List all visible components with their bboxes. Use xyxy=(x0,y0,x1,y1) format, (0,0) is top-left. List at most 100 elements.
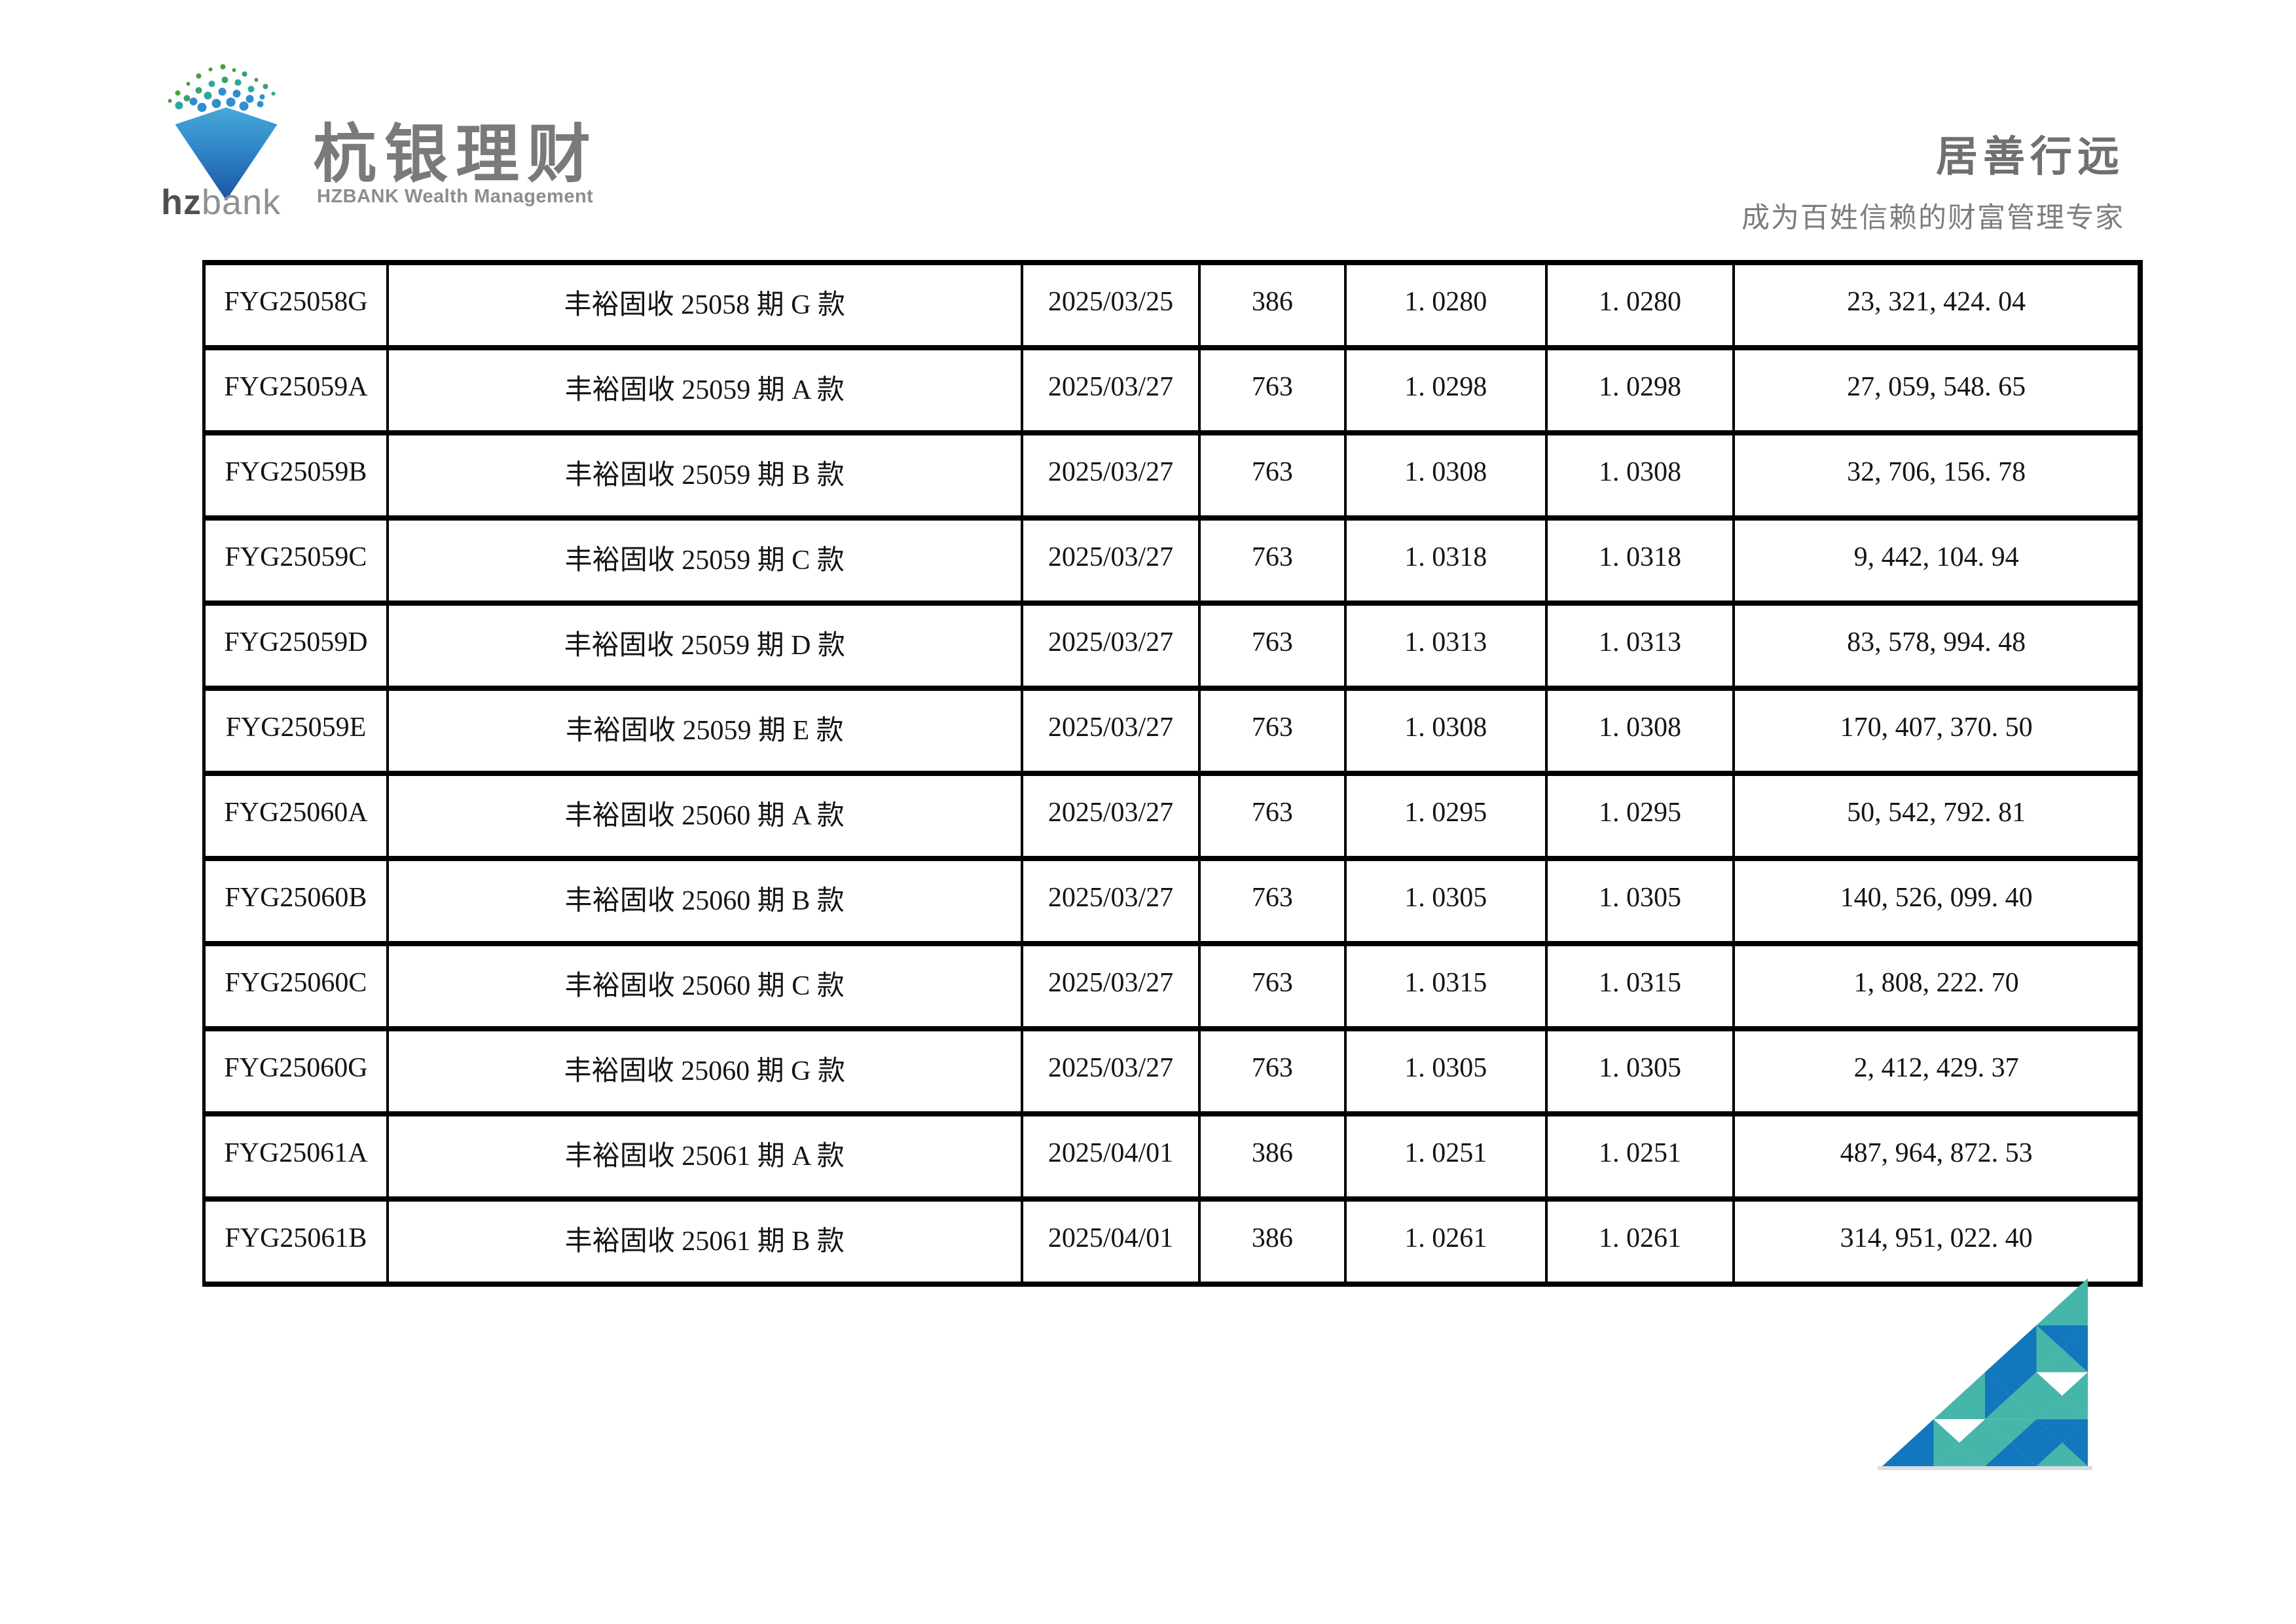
cell-cum-net-value: 1. 0298 xyxy=(1546,348,1736,435)
cell-cum-net-value: 1. 0280 xyxy=(1546,263,1736,350)
fund-table-body: FYG25058G 丰裕固收 25058 期 G 款 2025/03/25 38… xyxy=(204,263,2140,1284)
cell-fund-code: FYG25059C xyxy=(204,518,389,606)
brand-name-en: HZBANK Wealth Management xyxy=(317,186,594,207)
cell-days: 763 xyxy=(1199,433,1347,521)
cell-date: 2025/03/27 xyxy=(1021,348,1201,435)
table-row: FYG25059C 丰裕固收 25059 期 C 款 2025/03/27 76… xyxy=(204,518,2140,606)
cell-fund-name: 丰裕固收 25061 期 B 款 xyxy=(387,1199,1023,1284)
cell-days: 386 xyxy=(1199,1199,1347,1284)
cell-days: 763 xyxy=(1199,348,1347,435)
cell-cum-net-value: 1. 0315 xyxy=(1546,944,1736,1031)
cell-net-value: 1. 0305 xyxy=(1345,858,1548,946)
cell-fund-code: FYG25061B xyxy=(204,1199,389,1284)
cell-fund-name: 丰裕固收 25059 期 C 款 xyxy=(387,518,1023,606)
slogan-title: 居善行远 xyxy=(1936,133,2124,180)
cell-amount: 27, 059, 548. 65 xyxy=(1734,348,2140,435)
cell-date: 2025/03/27 xyxy=(1021,1029,1201,1116)
cell-date: 2025/03/27 xyxy=(1021,688,1201,776)
cell-days: 763 xyxy=(1199,1029,1347,1116)
cell-fund-code: FYG25059D xyxy=(204,603,389,691)
triangle-mosaic-icon xyxy=(1882,1278,2088,1466)
cell-fund-code: FYG25059E xyxy=(204,688,389,776)
cell-amount: 50, 542, 792. 81 xyxy=(1734,773,2140,861)
cell-fund-name: 丰裕固收 25060 期 B 款 xyxy=(387,858,1023,946)
cell-net-value: 1. 0305 xyxy=(1345,1029,1548,1116)
header-slogan: 居善行远 成为百姓信赖的财富管理专家 xyxy=(1741,123,2124,236)
mosaic-baseline-divider xyxy=(1878,1466,2092,1470)
cell-fund-name: 丰裕固收 25060 期 C 款 xyxy=(387,944,1023,1031)
cell-date: 2025/03/27 xyxy=(1021,944,1201,1031)
cell-fund-name: 丰裕固收 25061 期 A 款 xyxy=(387,1114,1023,1202)
table-row: FYG25059A 丰裕固收 25059 期 A 款 2025/03/27 76… xyxy=(204,348,2140,435)
cell-fund-name: 丰裕固收 25059 期 B 款 xyxy=(387,433,1023,521)
cell-cum-net-value: 1. 0251 xyxy=(1546,1114,1736,1202)
cell-amount: 314, 951, 022. 40 xyxy=(1840,1223,2033,1253)
table-row: FYG25058G 丰裕固收 25058 期 G 款 2025/03/25 38… xyxy=(204,263,2140,350)
cell-cum-net-value: 1. 0295 xyxy=(1546,773,1736,861)
cell-net-value: 1. 0298 xyxy=(1345,348,1548,435)
cell-fund-name: 丰裕固收 25060 期 A 款 xyxy=(387,773,1023,861)
table-row: FYG25061A 丰裕固收 25061 期 A 款 2025/04/01 38… xyxy=(204,1114,2140,1202)
cell-cum-net-value: 1. 0313 xyxy=(1546,603,1736,691)
cell-net-value: 1. 0315 xyxy=(1345,944,1548,1031)
brand-name-cn: 杭银理财 xyxy=(313,119,598,190)
brand-word-bank: bank xyxy=(202,183,282,222)
cell-days: 386 xyxy=(1199,263,1347,350)
cell-amount: 32, 706, 156. 78 xyxy=(1734,433,2140,521)
cell-fund-code: FYG25058G xyxy=(204,263,389,350)
table-row: FYG25060G 丰裕固收 25060 期 G 款 2025/03/27 76… xyxy=(204,1029,2140,1116)
hzbank-logo-icon xyxy=(156,64,297,200)
cell-amount: 23, 321, 424. 04 xyxy=(1734,263,2140,350)
cell-net-value: 1. 0318 xyxy=(1345,518,1548,606)
cell-net-value: 1. 0308 xyxy=(1345,688,1548,776)
cell-fund-name: 丰裕固收 25059 期 D 款 xyxy=(387,603,1023,691)
cell-date: 2025/03/27 xyxy=(1021,858,1201,946)
table-row: FYG25059E 丰裕固收 25059 期 E 款 2025/03/27 76… xyxy=(204,688,2140,776)
cell-fund-name: 丰裕固收 25059 期 A 款 xyxy=(387,348,1023,435)
cell-amount: 487, 964, 872. 53 xyxy=(1734,1114,2140,1202)
cell-days: 763 xyxy=(1199,944,1347,1031)
cell-days: 763 xyxy=(1199,688,1347,776)
cell-date: 2025/03/27 xyxy=(1021,603,1201,691)
logo-splash-particles xyxy=(168,64,276,112)
table-row: FYG25060B 丰裕固收 25060 期 B 款 2025/03/27 76… xyxy=(204,858,2140,946)
cell-net-value: 1. 0251 xyxy=(1345,1114,1548,1202)
cell-fund-code: FYG25059B xyxy=(204,433,389,521)
table-row: FYG25059D 丰裕固收 25059 期 D 款 2025/03/27 76… xyxy=(204,603,2140,691)
cell-fund-code: FYG25060C xyxy=(204,944,389,1031)
cell-fund-code: FYG25060A xyxy=(204,773,389,861)
slogan-subtitle: 成为百姓信赖的财富管理专家 xyxy=(1741,202,2124,234)
cell-net-value: 1. 0313 xyxy=(1345,603,1548,691)
cell-fund-code: FYG25060G xyxy=(204,1029,389,1116)
table-row: FYG25060C 丰裕固收 25060 期 C 款 2025/03/27 76… xyxy=(204,944,2140,1031)
cell-date: 2025/03/27 xyxy=(1021,518,1201,606)
cell-days: 763 xyxy=(1199,858,1347,946)
cell-cum-net-value: 1. 0308 xyxy=(1546,688,1736,776)
brand-wordmark: hzbank xyxy=(161,182,281,223)
logo-diamond xyxy=(175,107,278,200)
cell-net-value: 1. 0280 xyxy=(1345,263,1548,350)
cell-days: 763 xyxy=(1199,603,1347,691)
cell-amount: 140, 526, 099. 40 xyxy=(1734,858,2140,946)
cell-cum-net-value: 1. 0308 xyxy=(1546,433,1736,521)
cell-amount: 83, 578, 994. 48 xyxy=(1734,603,2140,691)
cell-amount: 1, 808, 222. 70 xyxy=(1734,944,2140,1031)
cell-fund-code: FYG25059A xyxy=(204,348,389,435)
cell-cum-net-value: 1. 0305 xyxy=(1546,858,1736,946)
cell-fund-code: FYG25061A xyxy=(204,1114,389,1202)
cell-fund-code: FYG25060B xyxy=(204,858,389,946)
cell-days: 763 xyxy=(1199,518,1347,606)
cell-amount: 9, 442, 104. 94 xyxy=(1734,518,2140,606)
brand-word-hz: hz xyxy=(161,183,202,222)
cell-date: 2025/03/25 xyxy=(1021,263,1201,350)
cell-cum-net-value: 1. 0261 xyxy=(1546,1199,1736,1284)
cell-net-value: 1. 0295 xyxy=(1345,773,1548,861)
cell-amount: 2, 412, 429. 37 xyxy=(1734,1029,2140,1116)
cell-fund-name: 丰裕固收 25059 期 E 款 xyxy=(387,688,1023,776)
fund-table: FYG25058G 丰裕固收 25058 期 G 款 2025/03/25 38… xyxy=(202,260,2143,1287)
cell-date: 2025/04/01 xyxy=(1021,1199,1201,1284)
cell-net-value: 1. 0261 xyxy=(1345,1199,1548,1284)
cell-cum-net-value: 1. 0318 xyxy=(1546,518,1736,606)
cell-net-value: 1. 0308 xyxy=(1345,433,1548,521)
cell-days: 763 xyxy=(1199,773,1347,861)
